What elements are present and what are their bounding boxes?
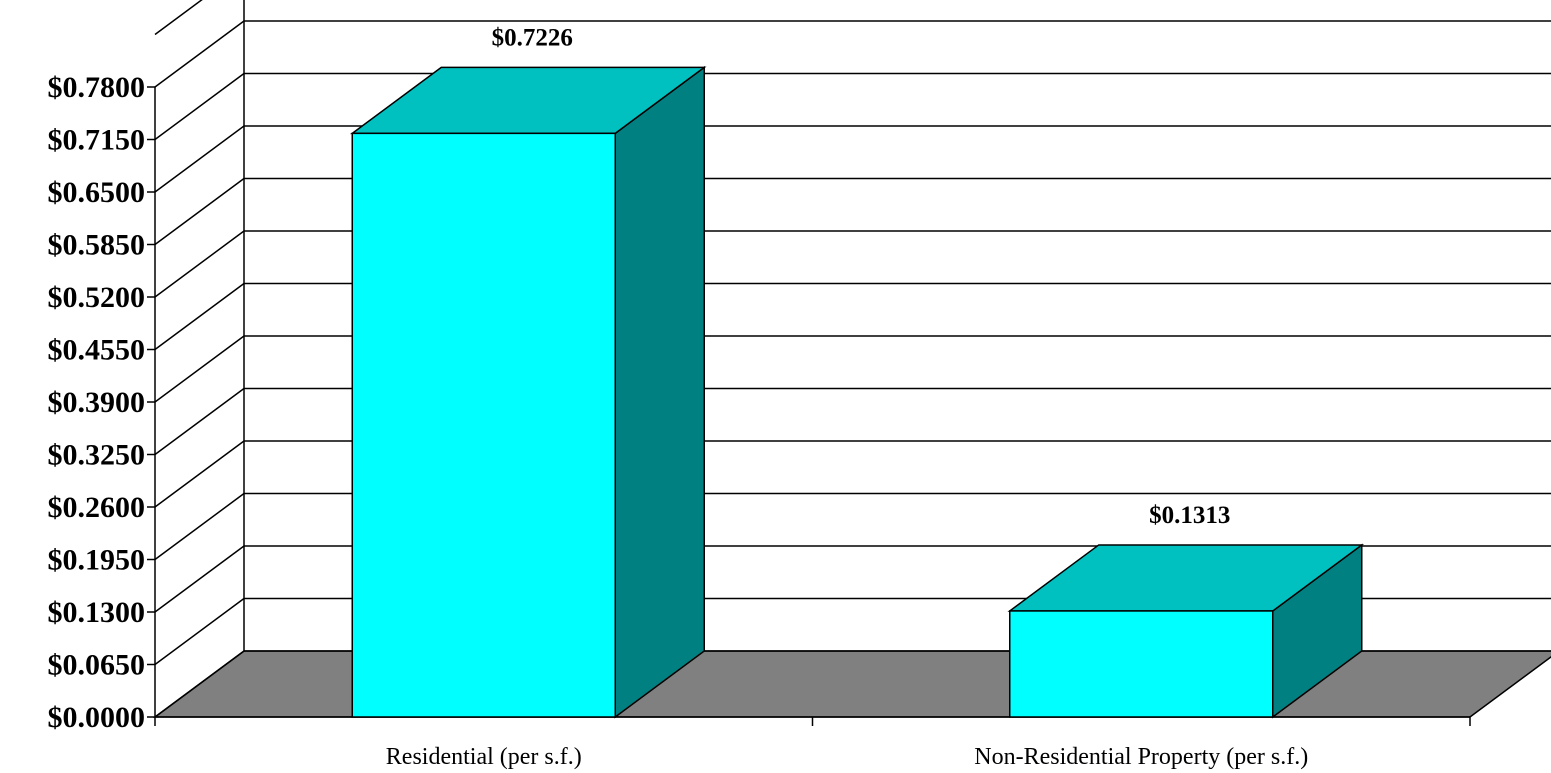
side-wall-gridline bbox=[154, 20, 245, 88]
y-tick-label: $0.5850 bbox=[48, 229, 146, 262]
side-wall-gridline bbox=[154, 72, 245, 141]
y-tick-label: $0.0650 bbox=[48, 649, 146, 682]
side-wall-gridline bbox=[154, 230, 245, 298]
side-wall-gridline bbox=[154, 650, 245, 718]
y-tick-label: $0.0000 bbox=[48, 701, 146, 734]
side-wall-gridline bbox=[154, 0, 203, 36]
y-tick-label: $0.4550 bbox=[48, 334, 146, 367]
data-labels: $0.7226 $0.1313 bbox=[492, 24, 1231, 529]
side-wall-gridline bbox=[154, 282, 245, 351]
category-labels: Residential (per s.f.) Non-Residential Pr… bbox=[386, 744, 1308, 770]
bars bbox=[349, 65, 1365, 719]
category-label: Residential (per s.f.) bbox=[386, 744, 582, 770]
y-tick-label: $0.1950 bbox=[48, 544, 146, 577]
bar-front-face bbox=[1009, 610, 1274, 718]
y-tick-label: $0.3900 bbox=[48, 386, 146, 419]
y-tick-label: $0.5200 bbox=[48, 281, 146, 314]
side-wall-gridline bbox=[154, 335, 245, 403]
side-wall-gridline bbox=[154, 387, 245, 456]
y-tick-label: $0.1300 bbox=[48, 596, 146, 629]
side-wall-gridline bbox=[154, 440, 245, 508]
side-wall-gridline bbox=[154, 125, 245, 193]
side-wall-gridline bbox=[154, 597, 245, 666]
y-tick-labels: $0.0000 $0.0650 $0.1300 $0.1950 $0.2600 $0.32… bbox=[48, 71, 146, 734]
side-wall-gridline bbox=[154, 177, 245, 246]
y-tick-label: $0.7800 bbox=[48, 71, 146, 104]
y-tick-label: $0.6500 bbox=[48, 176, 146, 209]
data-label: $0.1313 bbox=[1149, 502, 1230, 529]
bar-side-face bbox=[614, 65, 705, 719]
side-wall-gridline bbox=[154, 492, 245, 561]
y-tick-label: $0.7150 bbox=[48, 124, 146, 157]
y-tick-label: $0.3250 bbox=[48, 439, 146, 472]
category-label: Non-Residential Property (per s.f.) bbox=[974, 744, 1308, 770]
bar-front-face bbox=[351, 132, 616, 718]
data-label: $0.7226 bbox=[492, 24, 573, 51]
y-tick-label: $0.2600 bbox=[48, 491, 146, 524]
bar-non-residential bbox=[1007, 543, 1365, 719]
bar-residential bbox=[349, 65, 707, 719]
side-wall-gridline bbox=[154, 545, 245, 613]
